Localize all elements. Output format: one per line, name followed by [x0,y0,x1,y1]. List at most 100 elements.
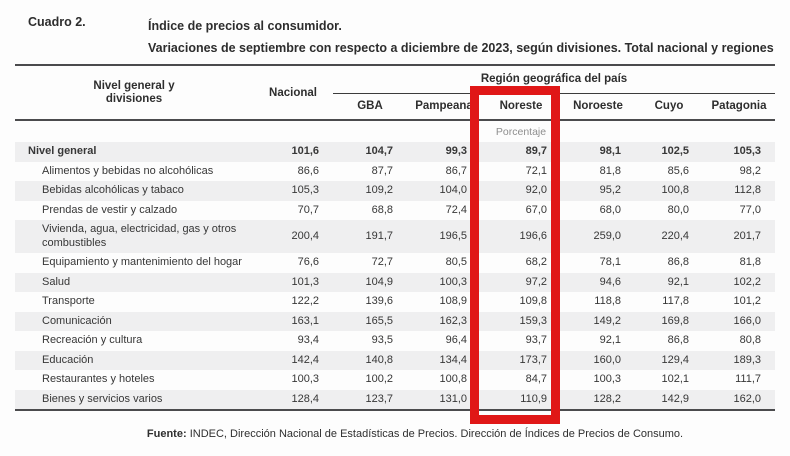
row-label: Bebidas alcohólicas y tabaco [42,184,184,196]
cell-noroeste: 128,2 [593,392,621,405]
cell-noreste: 97,2 [525,275,547,288]
table-row: Vivienda, agua, electricidad, gas y otro… [15,220,775,253]
cell-pampeana: 86,7 [445,164,467,177]
column-header-patagonia: Patagonia [711,100,767,113]
column-header-noroeste: Noroeste [573,100,623,113]
cell-patagonia: 80,8 [739,334,761,346]
row-label: Salud [42,275,71,288]
cell-pampeana: 99,3 [445,145,467,157]
cell-cuyo: 142,9 [661,392,689,405]
table-row: Recreación y cultura 93,4 93,5 96,4 93,7… [15,331,775,351]
row-label: Restaurantes y hoteles [42,373,155,385]
table-titles: Índice de precios al consumidor. Variaci… [148,15,774,59]
cell-nacional: 101,6 [291,145,319,157]
cell-patagonia: 166,0 [733,314,761,327]
cell-patagonia: 101,2 [733,295,761,307]
cell-patagonia: 98,2 [739,164,761,177]
cell-cuyo: 86,8 [667,334,689,346]
column-header-nacional: Nacional [269,86,317,99]
cell-nacional: 100,3 [291,373,319,385]
table-row: Bebidas alcohólicas y tabaco 105,3 109,2… [15,181,775,201]
table-row: Comunicación 163,1 165,5 162,3 159,3 149… [15,311,775,331]
cell-noreste: 92,0 [525,184,547,196]
row-label: Comunicación [42,314,112,327]
cell-pampeana: 131,0 [439,392,467,405]
cell-pampeana: 100,8 [439,373,467,385]
cell-cuyo: 220,4 [661,229,689,242]
row-label: Alimentos y bebidas no alcohólicas [42,164,214,177]
cell-patagonia: 111,7 [735,373,761,385]
cell-gba: 140,8 [365,353,393,366]
ipc-table: Nivel general y divisiones Nacional Regi… [15,64,775,411]
cell-gba: 123,7 [365,392,393,405]
cell-noreste: 159,3 [519,314,547,327]
row-label: Equipamiento y mantenimiento del hogar [42,256,242,268]
cell-pampeana: 80,5 [445,256,467,268]
column-header-noreste: Noreste [499,100,543,113]
row-label: Bienes y servicios varios [42,392,163,405]
cell-noreste: 93,7 [525,334,547,346]
unit-label: Porcentaje [481,119,561,142]
cell-noreste: 67,0 [525,203,547,216]
cell-noroeste: 160,0 [593,353,621,366]
cell-patagonia: 201,7 [733,229,761,242]
cell-patagonia: 81,8 [739,256,761,268]
column-header-divisions: Nivel general y divisiones [93,79,175,105]
cell-nacional: 200,4 [291,229,319,242]
cell-patagonia: 105,3 [733,145,761,157]
cell-nacional: 76,6 [297,256,319,268]
cell-noroeste: 68,0 [599,203,621,216]
cell-noreste: 173,7 [519,353,547,366]
cell-noroeste: 98,1 [599,145,621,157]
cell-noroeste: 100,3 [593,373,621,385]
cell-patagonia: 189,3 [733,353,761,366]
source-note: Fuente: INDEC, Dirección Nacional de Est… [40,428,790,440]
cell-pampeana: 104,0 [439,184,467,196]
cell-nacional: 70,7 [297,203,319,216]
cell-cuyo: 92,1 [667,275,689,288]
column-header-cuyo: Cuyo [654,100,684,113]
cell-gba: 139,6 [365,295,393,307]
cell-gba: 68,8 [371,203,393,216]
column-group-region: Región geográfica del país [333,65,775,94]
cell-gba: 93,5 [371,334,393,346]
cell-noreste: 109,8 [519,295,547,307]
table-row: Restaurantes y hoteles 100,3 100,2 100,8… [15,370,775,390]
cell-noreste: 196,6 [519,229,547,242]
cell-noroeste: 78,1 [599,256,621,268]
cell-patagonia: 162,0 [733,392,761,405]
cell-cuyo: 117,8 [662,295,689,307]
table-number: Cuadro 2. [28,15,86,29]
cell-gba: 72,7 [371,256,393,268]
cell-cuyo: 169,8 [661,314,689,327]
table-row-nivel-general: Nivel general 101,6 104,7 99,3 89,7 98,1… [15,142,775,162]
cell-noreste: 84,7 [525,373,547,385]
table-row: Transporte 122,2 139,6 108,9 109,8 118,8… [15,292,775,312]
cell-gba: 100,2 [365,373,393,385]
cell-noroeste: 94,6 [599,275,621,288]
row-label: Transporte [42,295,95,307]
cell-noroeste: 95,2 [599,184,621,196]
cell-nacional: 93,4 [297,334,319,346]
cell-pampeana: 196,5 [439,229,467,242]
table-row: Equipamiento y mantenimiento del hogar 7… [15,253,775,273]
cell-noreste: 89,7 [525,145,547,157]
cell-cuyo: 129,4 [661,353,689,366]
cell-noroeste: 259,0 [593,229,621,242]
cell-gba: 104,7 [365,145,393,157]
table-row: Bienes y servicios varios 128,4 123,7 13… [15,389,775,410]
cell-pampeana: 96,4 [445,334,467,346]
cell-nacional: 122,2 [291,295,319,307]
cell-noroeste: 92,1 [599,334,621,346]
table-title: Índice de precios al consumidor. [148,19,342,33]
row-label: Nivel general [28,145,97,157]
row-label: Prendas de vestir y calzado [42,203,178,216]
cell-gba: 191,7 [365,229,393,242]
cell-noroeste: 81,8 [599,164,621,177]
row-label: Educación [42,353,94,366]
cell-cuyo: 80,0 [667,203,689,216]
cell-nacional: 128,4 [291,392,319,405]
cell-nacional: 105,3 [291,184,319,196]
row-label: Recreación y cultura [42,334,143,346]
cell-nacional: 101,3 [291,275,319,288]
